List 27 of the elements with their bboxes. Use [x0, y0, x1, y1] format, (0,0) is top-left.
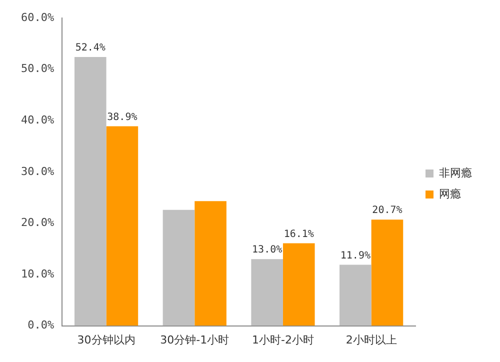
x-tick-label: 2小时以上: [346, 333, 397, 346]
data-label: 20.7%: [372, 205, 402, 216]
bar: [194, 201, 226, 326]
data-label: 11.9%: [340, 250, 370, 262]
data-label: 52.4%: [75, 42, 106, 54]
bar: [106, 126, 138, 326]
bar: [371, 220, 404, 326]
y-tick-label: 40.0%: [20, 113, 54, 126]
y-tick-label: 50.0%: [20, 62, 54, 76]
bar: [74, 56, 106, 326]
bar: [340, 264, 372, 326]
legend-label: 非网瘾: [439, 166, 472, 180]
y-tick-label: 30.0%: [20, 164, 54, 178]
legend-label: 网瘾: [439, 187, 461, 200]
y-tick-label: 0.0%: [28, 318, 54, 332]
bar: [251, 259, 283, 326]
y-tick-label: 60.0%: [20, 10, 54, 24]
data-label: 38.9%: [107, 112, 138, 123]
bar: [162, 210, 195, 326]
y-tick-label: 20.0%: [20, 216, 54, 230]
data-label: 16.1%: [284, 228, 314, 240]
x-tick-label: 30分钟-1小时: [160, 333, 230, 346]
bar: [282, 243, 315, 326]
x-tick-label: 1小时-2小时: [252, 333, 314, 346]
data-label: 13.0%: [252, 244, 282, 256]
x-tick-label: 30分钟以内: [77, 333, 136, 346]
y-tick-label: 10.0%: [20, 267, 54, 280]
